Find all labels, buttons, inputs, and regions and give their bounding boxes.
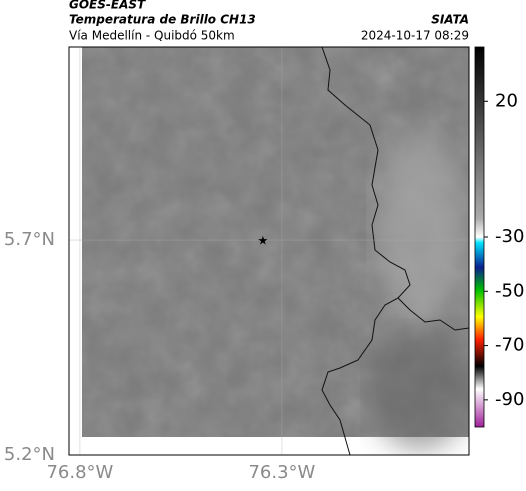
colorbar	[474, 46, 485, 428]
x-tick-label: 76.3°W	[248, 462, 315, 483]
colorbar-tick-label: -30	[495, 226, 524, 247]
agency: GOES-EAST	[69, 0, 146, 12]
datetime: 2024-10-17 08:29	[361, 29, 469, 43]
x-tick-label: 76.8°W	[46, 462, 113, 483]
y-tick-label: 5.7°N	[4, 229, 55, 250]
region: Vía Medellín - Quibdó 50km	[69, 29, 235, 43]
colorbar-tick-label: -70	[495, 335, 524, 356]
colorbar-tick-label: -90	[495, 389, 524, 410]
colorbar-tick-label: 20	[495, 90, 518, 111]
site-marker: ★	[258, 234, 269, 248]
product: Temperatura de Brillo CH13	[69, 13, 256, 27]
map-frame	[68, 46, 470, 456]
colorbar-tick-label: -50	[495, 280, 524, 301]
raster	[82, 47, 469, 455]
source: SIATA	[431, 13, 469, 27]
y-tick-label: 5.2°N	[4, 444, 55, 465]
